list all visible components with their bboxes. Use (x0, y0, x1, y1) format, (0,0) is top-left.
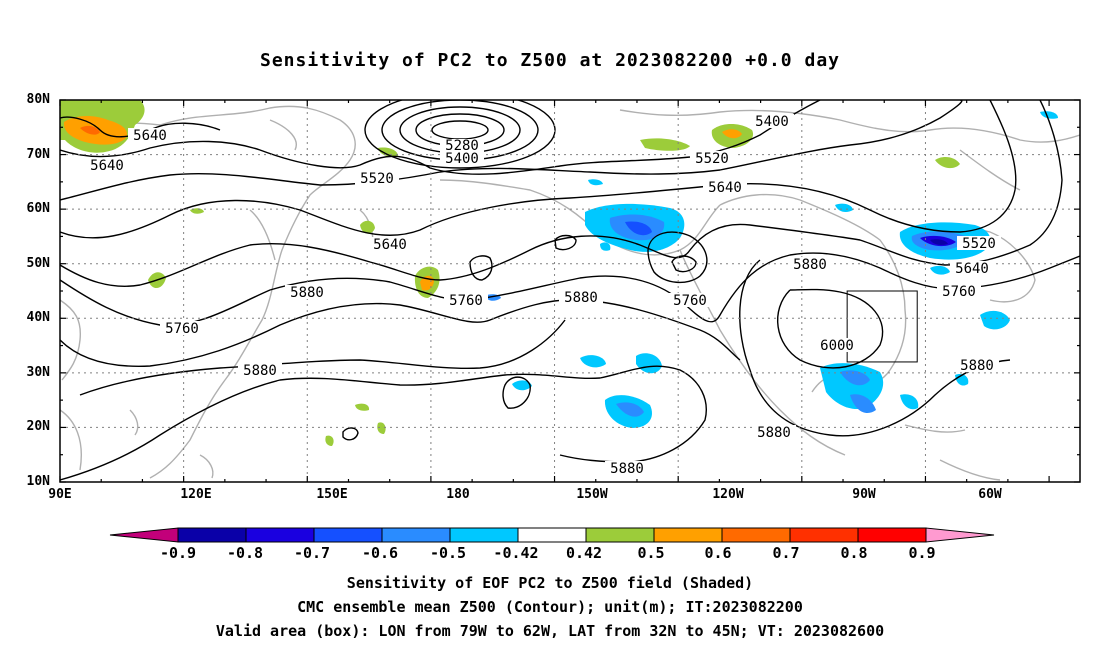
lat-label: 20N (26, 419, 50, 434)
colorbar-segment (857, 527, 927, 543)
lon-label: 90E (48, 487, 72, 502)
colorbar-segment (585, 527, 655, 543)
contour-label: 5520 (360, 171, 394, 187)
colorbar-label: 0.8 (840, 544, 868, 562)
lon-label: 180 (446, 487, 470, 502)
caption-line-3: Valid area (box): LON from 79W to 62W, L… (215, 622, 885, 640)
caption-line-2: CMC ensemble mean Z500 (Contour); unit(m… (297, 598, 803, 616)
lat-label: 10N (26, 474, 50, 489)
contour-label: 5880 (610, 461, 644, 477)
lat-label: 80N (26, 92, 50, 107)
contour-label: 5520 (962, 236, 996, 252)
colorbar-segment (449, 527, 519, 543)
axis-ticks (59, 99, 1080, 483)
colorbar-segment (245, 527, 315, 543)
colorbar-label: 0.42 (565, 544, 603, 562)
colorbar-label: -0.5 (429, 544, 467, 562)
caption-line-1: Sensitivity of EOF PC2 to Z500 field (Sh… (346, 574, 754, 592)
colorbar-label: -0.6 (361, 544, 399, 562)
contour-label: 5640 (133, 128, 167, 144)
lat-label: 40N (26, 310, 50, 325)
colorbar-label: 0.9 (908, 544, 936, 562)
contour-label: 5640 (955, 261, 989, 277)
lat-label: 70N (26, 147, 50, 162)
colorbar-segment (381, 527, 451, 543)
lat-label: 60N (26, 201, 50, 216)
valid-area-box (846, 290, 918, 363)
contour-label: 5880 (757, 425, 791, 441)
contour-label: 5880 (243, 363, 277, 379)
contour-label: 5760 (165, 321, 199, 337)
contour-label: 5400 (755, 114, 789, 130)
colorbar-segment (313, 527, 383, 543)
contour-label: 5640 (708, 180, 742, 196)
contour-label: 5760 (673, 293, 707, 309)
z500-contours (60, 100, 1080, 481)
gridlines (60, 100, 1080, 482)
contour-label: 5880 (960, 358, 994, 374)
contour-label: 5880 (793, 257, 827, 273)
contour-label: 5760 (942, 284, 976, 300)
colorbar-segment (721, 527, 791, 543)
contour-label: 5520 (695, 151, 729, 167)
colorbar-label: -0.42 (493, 544, 539, 562)
contour-label: 5400 (445, 151, 479, 167)
lon-label: 150W (576, 487, 608, 502)
lat-label: 50N (26, 256, 50, 271)
colorbar-segment (789, 527, 859, 543)
colorbar-label: 0.6 (704, 544, 732, 562)
contour-label: 5280 (445, 138, 479, 154)
colorbar-min-arrow (109, 527, 179, 543)
contour-label: 5640 (373, 237, 407, 253)
colorbar-segment (177, 527, 247, 543)
contour-labels: 5640 5640 5520 5400 5280 5520 5400 5640 … (85, 114, 1001, 477)
contour-label: 5880 (290, 285, 324, 301)
colorbar-max-arrow (925, 527, 995, 543)
lon-label: 90W (852, 487, 876, 502)
colorbar-label: 0.7 (772, 544, 800, 562)
lon-label: 60W (978, 487, 1002, 502)
colorbar-segment (653, 527, 723, 543)
colorbar-label: -0.8 (226, 544, 264, 562)
colorbar-label: 0.5 (637, 544, 665, 562)
colorbar-segment (517, 527, 587, 543)
lon-label: 150E (316, 487, 348, 502)
contour-label: 5640 (90, 158, 124, 174)
contour-label: 5880 (564, 290, 598, 306)
colorbar (109, 527, 995, 543)
lon-label: 120E (180, 487, 212, 502)
colorbar-label: -0.7 (293, 544, 331, 562)
colorbar-label: -0.9 (159, 544, 197, 562)
contour-label: 5760 (449, 293, 483, 309)
lat-label: 30N (26, 365, 50, 380)
map-title: Sensitivity of PC2 to Z500 at 2023082200… (259, 50, 840, 71)
lon-label: 120W (712, 487, 744, 502)
contour-label: 6000 (820, 338, 854, 354)
sensitivity-shading (60, 100, 1058, 446)
